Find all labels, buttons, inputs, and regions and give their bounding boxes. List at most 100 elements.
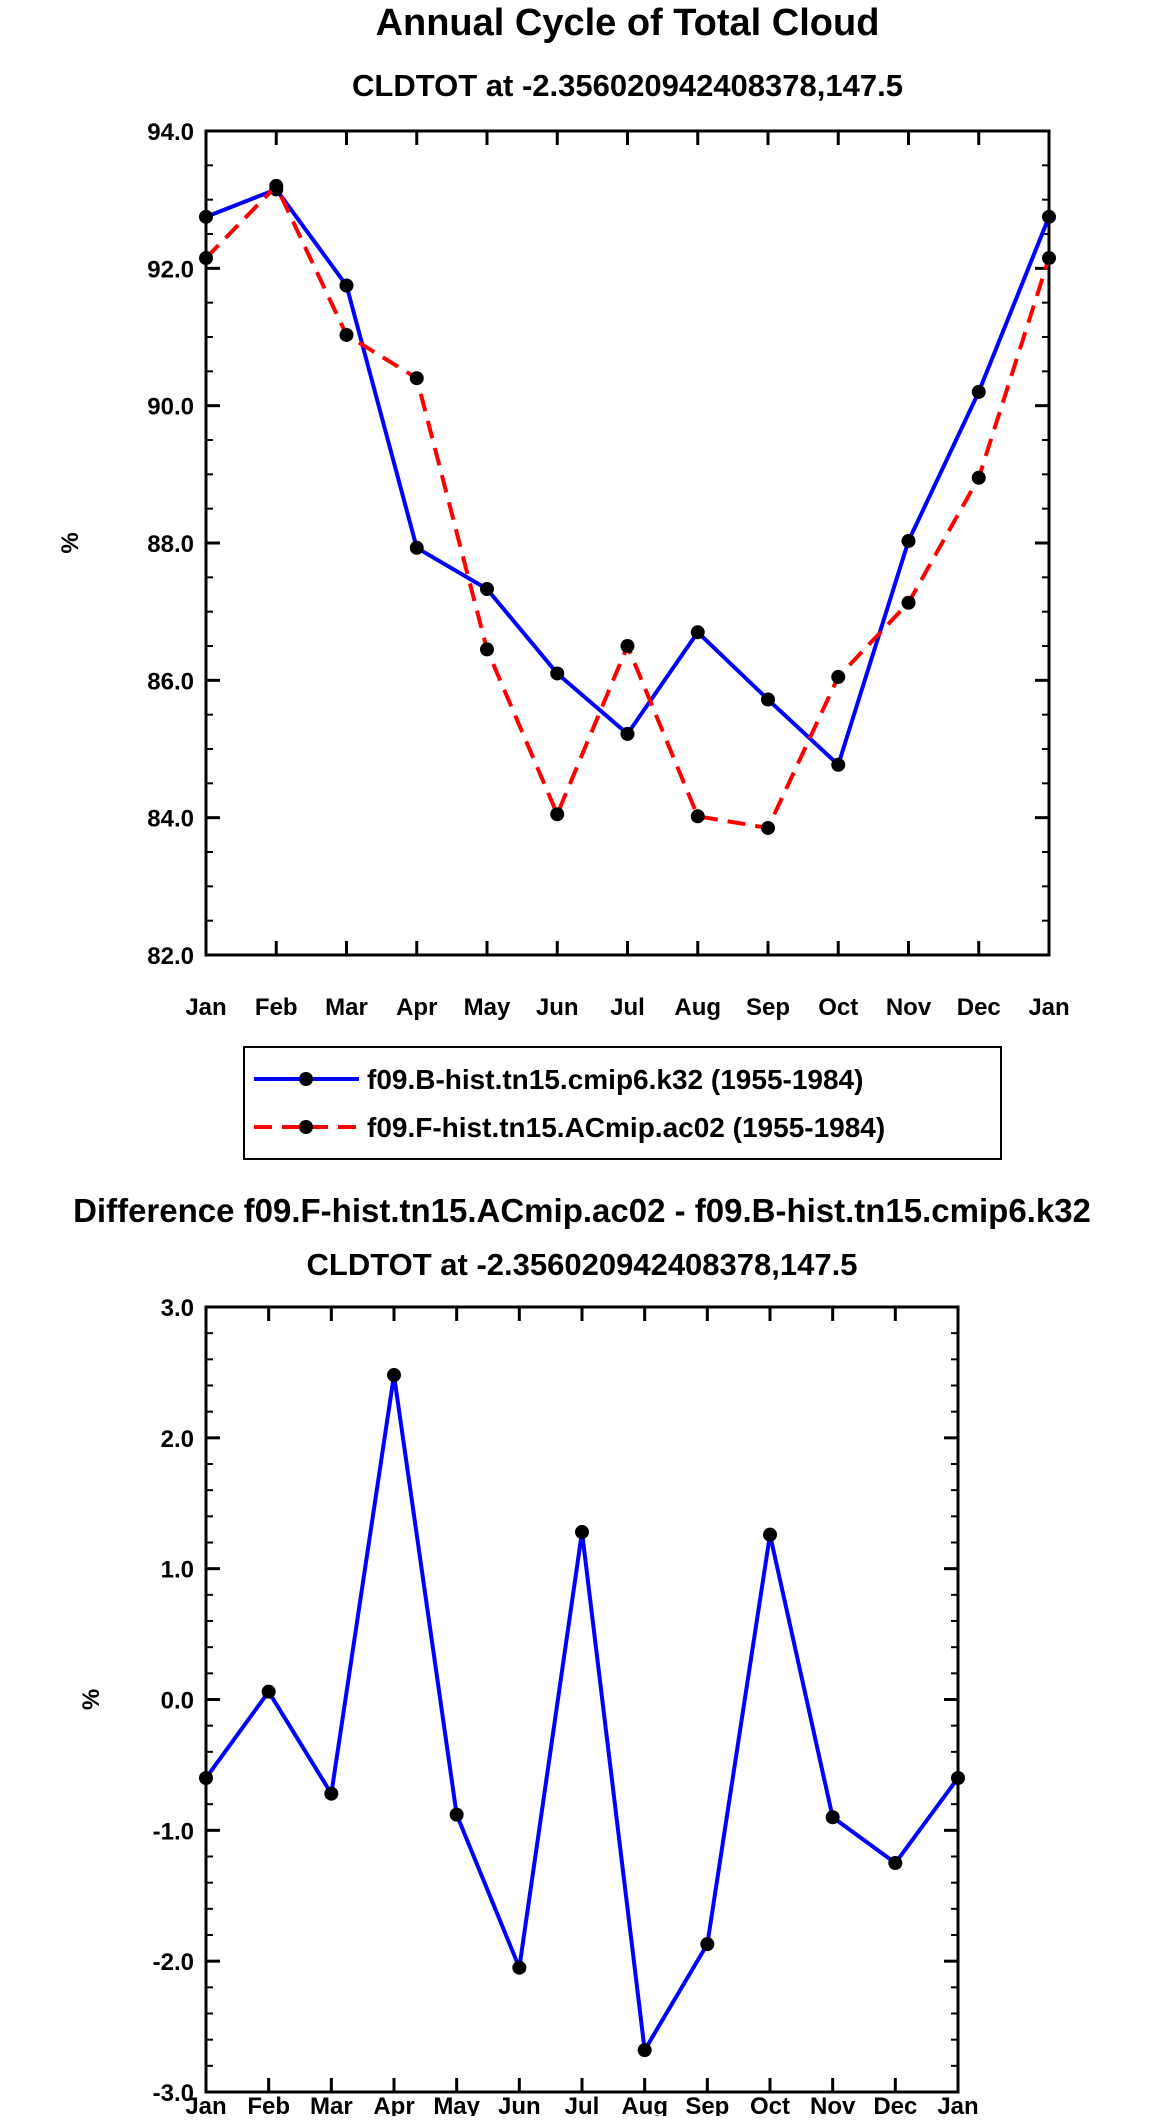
data-point [761,692,775,707]
chart-subtitle: CLDTOT at -2.356020942408378,147.5 [352,68,903,103]
x-tick-label: Jan [185,994,226,1021]
x-tick-label: Apr [373,2093,414,2116]
data-point [199,1771,213,1785]
data-point [409,371,424,386]
data-point [901,595,916,610]
y-tick-label: 3.0 [161,1295,194,1322]
data-point [971,384,986,399]
y-tick-label: -2.0 [153,1949,194,1976]
data-point [339,278,354,293]
series-line [204,1373,960,2053]
legend: f09.B-hist.tn15.cmip6.k32 (1955-1984) f09… [243,1046,1002,1160]
x-tick-label: Oct [818,994,858,1021]
y-tick-label: 92.0 [147,256,194,283]
data-point [761,820,775,835]
x-tick-label: Nov [886,994,932,1021]
legend-entry-label: f09.B-hist.tn15.cmip6.k32 (1955-1984) [367,1064,863,1095]
chart-title: Difference f09.F-hist.tn15.ACmip.ac02 - … [73,1192,1091,1229]
data-point [199,209,213,224]
data-point [951,1771,965,1785]
series-2 [199,178,1056,835]
data-point [1042,209,1056,224]
chart-title: Annual Cycle of Total Cloud [376,2,880,44]
data-point [449,1807,464,1822]
y-tick-label: 90.0 [147,394,194,421]
chart-panel-2: Difference f09.F-hist.tn15.ACmip.ac02 - … [73,1192,1091,2120]
chart-panel-1: Annual Cycle of Total Cloud CLDTOT at -2.… [57,2,1070,1160]
data-point [387,1368,401,1383]
data-point [550,807,565,822]
y-axis-label: % [78,1689,105,1710]
data-point [199,251,213,266]
legend-swatch-marker [299,1072,313,1086]
y-tick-label: 94.0 [147,119,194,146]
data-point [575,1525,589,1540]
data-point [480,642,494,657]
data-point [888,1856,903,1871]
data-point [409,540,424,555]
x-tick-label: Dec [873,2093,917,2116]
legend-box [243,1046,1002,1160]
y-tick-label: 88.0 [147,531,194,558]
x-tick-label: Aug [674,994,721,1021]
data-point [637,2043,652,2058]
data-point [690,625,705,640]
x-tick-label: Jan [937,2093,978,2116]
y-tick-label: 1.0 [161,1557,194,1584]
data-point [1042,251,1056,266]
x-tick-label: Nov [810,2093,856,2116]
data-point [690,809,705,824]
data-point [269,178,284,193]
y-tick-label: 86.0 [147,668,194,695]
x-tick-label: Sep [685,2093,729,2116]
legend-swatch-marker [299,1120,313,1134]
data-point [620,726,635,741]
y-tick-label: -3.0 [153,2080,194,2107]
x-tick-label: Feb [247,2093,290,2116]
data-point [261,1684,276,1699]
x-tick-label: Apr [396,994,437,1021]
data-point [901,533,916,548]
x-tick-label: Jul [565,2093,600,2116]
chart-subtitle: CLDTOT at -2.356020942408378,147.5 [307,1247,858,1282]
y-tick-label: 84.0 [147,806,194,833]
data-point [831,669,846,684]
data-point [825,1810,840,1825]
x-tick-label: Aug [621,2093,668,2116]
data-point [324,1786,339,1801]
data-point [971,470,986,485]
y-axis: -3.0 -2.0 -1.0 0.0 1.0 2.0 3.0 [153,1295,958,2107]
x-tick-label: Feb [255,994,298,1021]
data-point [620,639,635,653]
y-tick-label: -1.0 [153,1818,194,1845]
x-tick-label: Jun [498,2093,541,2116]
x-tick-label: Jan [185,2093,226,2116]
data-point [339,327,354,342]
y-tick-label: 0.0 [161,1688,194,1715]
legend-entry-label: f09.F-hist.tn15.ACmip.ac02 (1955-1984) [367,1112,885,1143]
x-tick-label: Jun [536,994,579,1021]
y-tick-label: 82.0 [147,943,194,970]
data-point [763,1527,777,1542]
x-axis: Jan Feb Mar Apr May Jun Jul Aug Sep Oct Nov Dec Jan [185,131,1070,1021]
series-1 [199,1368,965,2058]
data-point [512,1960,527,1975]
plot-frame [204,129,1051,957]
x-tick-label: Jan [1028,994,1069,1021]
series-1 [199,182,1056,772]
data-point [831,757,846,772]
x-tick-label: May [433,2093,480,2116]
y-tick-label: 2.0 [161,1426,194,1453]
plot-frame [204,1305,960,2094]
x-tick-label: Mar [310,2093,353,2116]
x-tick-label: Dec [957,994,1001,1021]
x-tick-label: Sep [746,994,790,1021]
y-axis-label: % [57,532,84,553]
x-tick-label: Mar [325,994,368,1021]
x-tick-label: Oct [750,2093,790,2116]
x-tick-label: May [464,994,511,1021]
data-point [700,1937,715,1952]
y-axis: 82.0 84.0 86.0 88.0 90.0 92.0 94.0 [147,119,1049,970]
